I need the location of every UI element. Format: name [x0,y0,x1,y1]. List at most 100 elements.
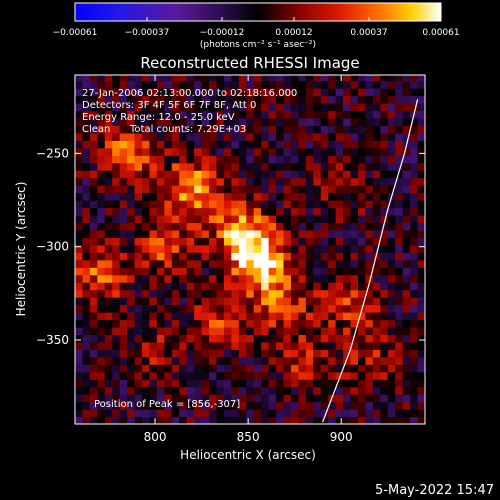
heatmap-cell [216,147,225,156]
heatmap-cell [313,207,322,216]
heatmap-cell [194,289,203,298]
heatmap-cell [290,207,300,216]
heatmap-cell [119,326,128,336]
heatmap-cell [134,125,143,134]
heatmap-cell [149,364,158,373]
heatmap-cell [179,252,188,261]
heatmap-cell [313,222,322,231]
heatmap-cell [75,312,84,321]
heatmap-cell [142,312,151,321]
heatmap-cell [89,185,98,194]
heatmap-cell [313,95,322,104]
heatmap-cell [201,416,210,424]
heatmap-cell [276,110,285,119]
heatmap-cell [283,297,292,306]
heatmap-cell [283,140,292,149]
heatmap-cell [253,326,262,336]
heatmap-cell [119,237,128,246]
heatmap-cell [171,401,180,410]
heatmap-cell [186,282,195,291]
heatmap-cell [164,289,173,298]
heatmap-cell [268,177,277,186]
heatmap-cell [156,229,165,238]
heatmap-cell [246,155,255,164]
heatmap-cell [402,177,411,186]
heatmap-cell [149,341,158,350]
heatmap-cell [142,177,151,186]
heatmap-cell [171,229,180,238]
heatmap-cell [387,237,396,246]
heatmap-cell [417,401,425,410]
heatmap-cell [253,200,262,209]
heatmap-cell [201,312,210,321]
heatmap-cell [231,341,240,350]
heatmap-cell [283,229,292,238]
heatmap-cell [335,110,344,119]
heatmap-cell [119,394,128,403]
heatmap-cell [417,155,425,164]
heatmap-cell [127,416,136,424]
heatmap-cell [276,282,285,291]
heatmap-cell [97,312,106,321]
heatmap-cell [156,386,165,395]
heatmap-cell [410,117,419,126]
heatmap-cell [290,416,300,424]
heatmap-cell [261,252,270,261]
heatmap-cell [417,102,425,112]
heatmap-cell [186,409,195,418]
heatmap-cell [298,88,307,97]
heatmap-cell [335,147,344,156]
heatmap-cell [350,409,359,418]
heatmap-cell [253,394,262,403]
heatmap-cell [89,386,98,395]
heatmap-cell [142,162,151,171]
heatmap-cell [223,185,232,194]
heatmap-cell [343,274,352,283]
heatmap-cell [276,334,285,343]
heatmap-cell [320,349,329,358]
heatmap-cell [112,200,121,209]
heatmap-cell [357,222,367,231]
heatmap-cell [387,244,396,253]
heatmap-cell [82,117,91,126]
colorbar-tick-label: 0.00061 [422,28,459,38]
heatmap-cell [104,267,113,276]
heatmap-cell [305,304,314,313]
heatmap-cell [328,88,337,97]
heatmap-cell [343,102,352,112]
heatmap-cell [246,140,255,149]
heatmap-cell [268,416,277,424]
heatmap-cell [134,364,143,373]
heatmap-cell [104,394,113,403]
heatmap-cell [75,304,84,313]
heatmap-cell [75,349,84,358]
heatmap-cell [290,229,300,238]
heatmap-cell [298,214,307,224]
heatmap-cell [261,304,270,313]
heatmap-cell [380,222,389,231]
heatmap-cell [179,132,188,141]
heatmap-cell [194,259,203,268]
heatmap-cell [387,207,396,216]
heatmap-cell [142,102,151,112]
heatmap-cell [313,185,322,194]
heatmap-cell [75,401,84,410]
heatmap-cell [343,409,352,418]
heatmap-cell [119,125,128,134]
heatmap-cell [149,349,158,358]
heatmap-cell [89,75,98,82]
heatmap-cell [395,312,404,321]
info-detectors: Detectors: 3F 4F 5F 6F 7F 8F, Att 0 [82,100,256,111]
heatmap-cell [201,326,210,336]
heatmap-cell [328,75,337,82]
heatmap-cell [365,409,374,418]
heatmap-cell [320,297,329,306]
heatmap-cell [223,394,232,403]
heatmap-cell [112,416,121,424]
heatmap-cell [194,282,203,291]
heatmap-cell [231,229,240,238]
heatmap-cell [313,200,322,209]
heatmap-cell [350,379,359,388]
heatmap-cell [320,192,329,201]
heatmap-cell [127,304,136,313]
